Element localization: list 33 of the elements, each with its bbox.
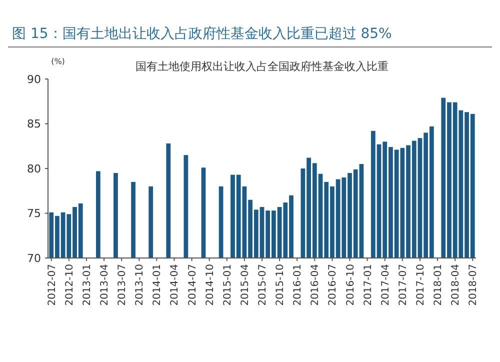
x-tick-label: 2016-01	[292, 264, 304, 306]
x-tick-label: 2015-01	[222, 264, 234, 306]
x-tick-label: 2013-10	[134, 264, 146, 306]
x-tick-label: 2014-07	[187, 264, 198, 306]
x-tick-label: 2013-07	[117, 264, 128, 306]
x-tick-label: 2012-10	[64, 264, 76, 306]
y-tick-label: 80	[27, 162, 41, 176]
x-tick-label: 2018-07	[468, 264, 480, 306]
x-tick-label: 2014-01	[152, 264, 164, 306]
y-tick-label: 90	[27, 72, 41, 86]
x-tick-label: 2016-04	[310, 264, 322, 306]
x-tick-label: 2013-04	[100, 264, 111, 306]
x-tick-label: 2013-01	[82, 264, 93, 306]
x-tick-label: 2016-07	[328, 264, 339, 306]
x-tick-label: 2012-07	[46, 264, 58, 306]
x-tick-label: 2017-07	[398, 264, 409, 306]
x-tick-label: 2017-01	[362, 264, 374, 306]
x-tick-label: 2017-04	[380, 264, 392, 306]
x-tick-label: 2018-01	[433, 264, 444, 306]
y-axis-title: (%)	[51, 57, 65, 66]
y-tick-label: 70	[27, 252, 41, 265]
chart-subtitle: 国有土地使用权出让收入占全国政府性基金收入比重	[136, 60, 388, 73]
x-tick-label: 2017-10	[415, 264, 426, 306]
y-tick-label: 75	[27, 207, 41, 220]
chart-title: 图 15：国有土地出让收入占政府性基金收入比重已超过 85%	[12, 26, 392, 42]
x-tick-label: 2018-04	[450, 264, 462, 306]
x-tick-label: 2014-10	[204, 264, 216, 306]
x-tick-label: 2014-04	[170, 264, 181, 306]
y-tick-label: 85	[27, 118, 41, 131]
x-tick-label: 2015-04	[240, 264, 251, 306]
x-tick-label: 2015-10	[275, 264, 286, 306]
x-tick-label: 2016-10	[345, 264, 356, 306]
x-tick-label: 2015-07	[258, 264, 268, 306]
